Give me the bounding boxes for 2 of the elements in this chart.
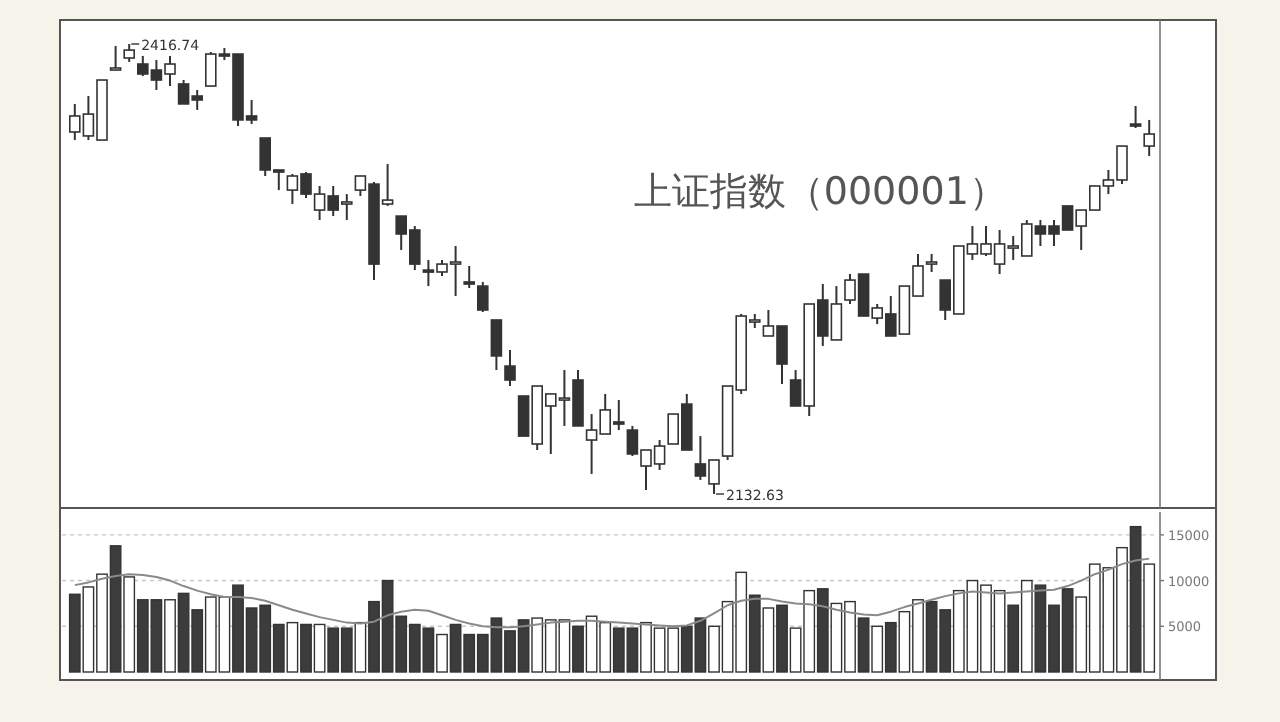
annotation: 上证指数（000001） — [633, 170, 1007, 214]
line-series — [73, 557, 1151, 629]
